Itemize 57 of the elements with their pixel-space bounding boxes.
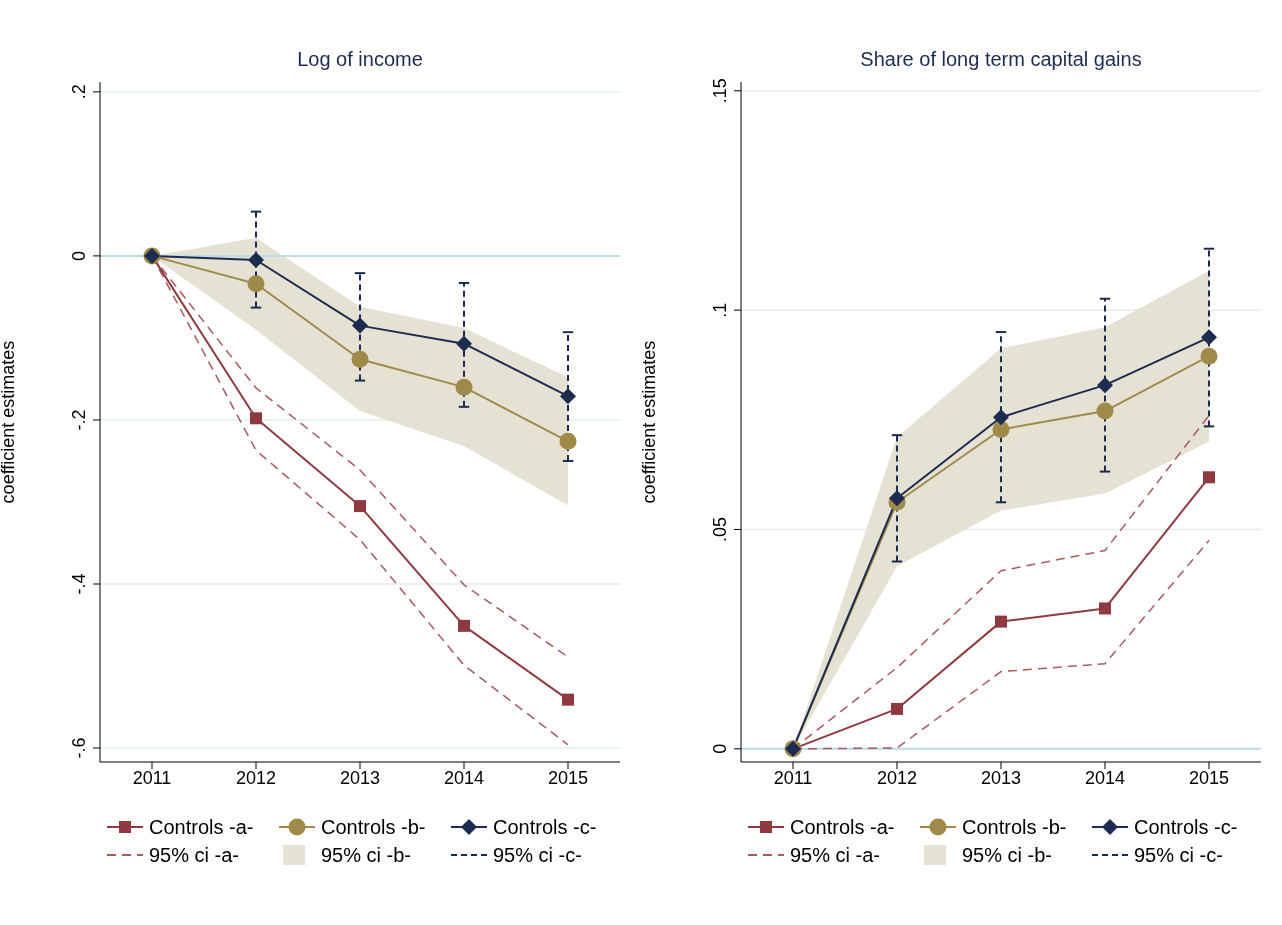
x-tick-label: 2011 <box>132 767 172 788</box>
y-tick-label: .2 <box>69 84 89 100</box>
legend-label: Controls -c- <box>1134 815 1238 839</box>
point <box>562 693 574 706</box>
x-tick-label: 2012 <box>235 767 277 788</box>
y-tick-label: -.4 <box>69 573 89 595</box>
text: 95% ci -b- <box>321 843 412 867</box>
legend-label: 95% ci -a- <box>790 843 881 867</box>
y-axis-title: coefficient estimates <box>639 340 660 504</box>
legend-label: Controls -a- <box>790 815 895 839</box>
point <box>1096 402 1114 420</box>
chart-title: Share of long term capital gains <box>859 48 1143 71</box>
y-tick-label: 0 <box>69 250 89 261</box>
point <box>455 378 473 396</box>
y-tick-label: .05 <box>710 516 730 542</box>
y-tick-label: -.2 <box>69 409 89 431</box>
x-tick-label: 2012 <box>876 767 918 788</box>
point <box>247 275 265 293</box>
point <box>1203 471 1215 484</box>
legend-label: Controls -b- <box>962 815 1067 839</box>
chart-title: Log of income <box>296 48 424 71</box>
point <box>352 317 368 334</box>
point <box>560 388 576 405</box>
x-tick-label: 2014 <box>1084 767 1126 788</box>
y-tick-label: 0 <box>710 743 730 754</box>
point <box>559 432 577 450</box>
y-tick-label: .1 <box>710 302 730 318</box>
legend-label: Controls -c- <box>493 815 597 839</box>
x-tick-label: 2013 <box>339 767 381 788</box>
point <box>891 702 903 715</box>
legend-label: Controls -a- <box>149 815 254 839</box>
x-tick-label: 2015 <box>1188 767 1230 788</box>
point <box>1099 602 1111 615</box>
point <box>456 335 472 352</box>
x-tick-label: 2015 <box>547 767 589 788</box>
legend-label: Controls -b- <box>321 815 426 839</box>
point <box>458 619 470 632</box>
point <box>250 412 262 425</box>
point <box>1097 377 1113 394</box>
y-tick-label: .15 <box>710 78 730 104</box>
point <box>995 615 1007 628</box>
text: 95% ci -b- <box>962 843 1053 867</box>
y-tick-label: -.6 <box>69 737 89 759</box>
legend-label: 95% ci -a- <box>149 843 240 867</box>
point <box>1200 347 1218 365</box>
point <box>993 409 1009 426</box>
point <box>248 252 264 268</box>
point <box>351 350 369 368</box>
point <box>889 490 905 507</box>
x-tick-label: 2013 <box>980 767 1022 788</box>
x-tick-label: 2014 <box>443 767 485 788</box>
text: 95% ci -c- <box>1134 843 1223 867</box>
y-axis-title: coefficient estimates <box>0 340 19 504</box>
point <box>1201 329 1217 346</box>
x-tick-label: 2011 <box>773 767 813 788</box>
text: 95% ci -c- <box>493 843 582 867</box>
point <box>354 500 366 513</box>
